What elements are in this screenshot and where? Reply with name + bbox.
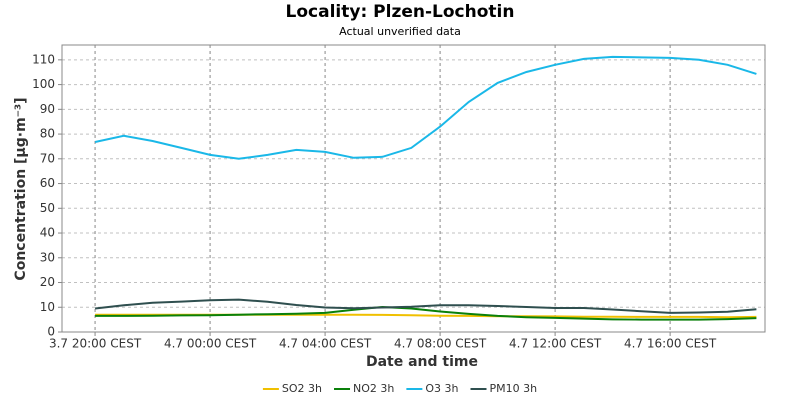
series-line	[95, 305, 757, 321]
y-tick-label: 110	[32, 52, 55, 66]
legend-label: O3 3h	[425, 382, 458, 395]
x-tick-label: 4.7 04:00 CEST	[279, 337, 372, 351]
y-axis-label: Concentration [µg·m⁻³]	[13, 97, 29, 280]
plot-border	[61, 44, 766, 333]
y-tick-label: 80	[40, 127, 55, 141]
x-axis-label: Date and time	[366, 354, 478, 370]
y-tick-label: 30	[40, 250, 55, 264]
y-tick-label: 20	[40, 275, 55, 289]
legend-label: NO2 3h	[353, 382, 394, 395]
x-tick-label: 4.7 12:00 CEST	[509, 337, 602, 351]
chart-subtitle: Actual unverified data	[339, 25, 461, 38]
y-tick-label: 100	[32, 77, 55, 91]
x-tick-label: 4.7 08:00 CEST	[394, 337, 487, 351]
x-tick-label: 3.7 20:00 CEST	[49, 337, 142, 351]
series-line	[94, 55, 757, 160]
y-tick-label: 50	[40, 201, 55, 215]
y-tick-label: 70	[40, 151, 55, 165]
plot-area	[62, 45, 765, 332]
legend-label: PM10 3h	[490, 382, 538, 395]
y-tick-label: 0	[47, 325, 55, 339]
chart-title: Locality: Plzen-Lochotin	[286, 2, 515, 22]
x-tick-label: 4.7 00:00 CEST	[164, 337, 257, 351]
y-tick-label: 10	[40, 300, 55, 314]
legend-label: SO2 3h	[282, 382, 322, 395]
legend: SO2 3h NO2 3h O3 3h PM10 3h	[262, 382, 538, 395]
y-tick-label: 60	[40, 176, 55, 190]
y-tick-label: 90	[40, 102, 55, 116]
y-tick-label: 40	[40, 226, 55, 240]
x-tick-label: 4.7 16:00 CEST	[624, 337, 717, 351]
series-line	[94, 298, 757, 314]
